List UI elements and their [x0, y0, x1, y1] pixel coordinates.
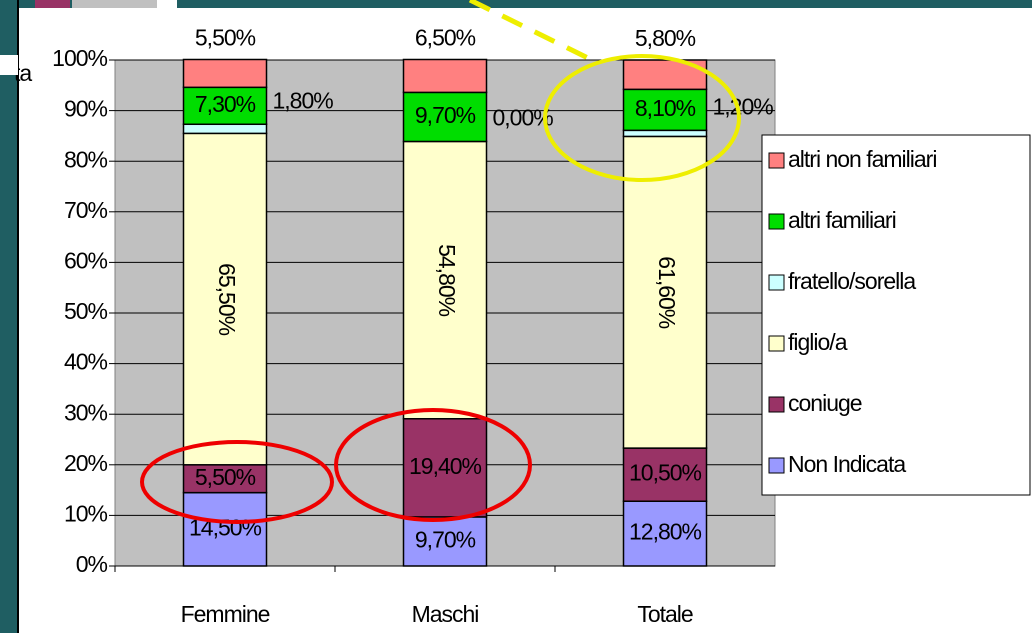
y-tick-label: 90%: [64, 96, 108, 122]
data-label: 5,50%: [195, 25, 256, 51]
bar-segment: [182, 491, 268, 567]
data-label: 1,20%: [713, 93, 774, 119]
x-tick-label: Totale: [637, 601, 693, 627]
y-tick-label: 70%: [64, 197, 108, 223]
y-tick-label: 40%: [64, 349, 108, 375]
legend-label: altri familiari: [788, 207, 896, 233]
legend-swatch: [768, 396, 785, 413]
annotation: ta: [14, 60, 32, 86]
bar-segment: [182, 58, 268, 89]
data-label: 19,40%: [409, 453, 482, 479]
legend-label: fratello/sorella: [788, 268, 916, 294]
highlight-ellipse: [334, 408, 532, 522]
bar-segment: [182, 464, 268, 494]
data-label: 7,30%: [195, 91, 256, 117]
legend-swatch: [768, 213, 785, 230]
y-tick-label: 30%: [64, 399, 108, 425]
y-tick-label: 100%: [52, 45, 107, 71]
highlight-ellipse: [543, 54, 741, 182]
data-label: 9,70%: [415, 527, 476, 553]
legend-label: altri non familiari: [788, 146, 936, 172]
bar-segment: [402, 516, 488, 567]
bar-segment: [622, 88, 708, 132]
data-label: 5,80%: [635, 25, 696, 51]
label-backing: [0, 55, 18, 75]
y-tick-label: 60%: [64, 247, 108, 273]
legend-swatch: [768, 274, 785, 291]
y-tick-label: 0%: [76, 551, 108, 577]
data-label: 6,50%: [415, 25, 476, 51]
bar-segment: [622, 129, 708, 138]
legend-swatch: [768, 152, 785, 169]
data-label: 1,80%: [273, 87, 334, 113]
legend-label: Non Indicata: [788, 451, 906, 477]
data-label: 10,50%: [629, 460, 702, 486]
bar-segment: [182, 86, 268, 126]
y-tick-label: 20%: [64, 450, 108, 476]
bar-segment: [622, 447, 708, 502]
legend-label: coniuge: [788, 390, 862, 416]
tab: [72, 0, 157, 8]
highlight-ellipse: [140, 440, 334, 524]
bar-segment: [402, 91, 488, 143]
data-label: 65,50%: [214, 263, 240, 336]
data-label: 12,80%: [629, 519, 702, 545]
top-edge: [0, 0, 1032, 8]
pointer-line: [468, 0, 594, 63]
data-label: 61,60%: [654, 256, 680, 329]
tab: [157, 0, 177, 8]
data-label: 54,80%: [434, 244, 460, 317]
bar-segment: [402, 418, 488, 518]
y-tick-label: 50%: [64, 298, 108, 324]
legend-swatch: [768, 457, 785, 474]
bar-segment: [622, 500, 708, 567]
legend-swatch: [768, 335, 785, 352]
left-edge: [0, 0, 18, 633]
bar-segment: [402, 58, 488, 94]
bar-segment: [622, 135, 708, 449]
legend-label: figlio/a: [788, 329, 848, 355]
x-tick-label: Femmine: [181, 601, 270, 627]
bar-segment: [182, 132, 268, 466]
legend-box: [761, 134, 1031, 496]
data-label: 8,10%: [635, 95, 696, 121]
y-tick-label: 10%: [64, 500, 108, 526]
data-label: 5,50%: [195, 464, 256, 490]
x-tick-label: Maschi: [412, 601, 479, 627]
data-label: 9,70%: [415, 102, 476, 128]
y-tick-label: 80%: [64, 146, 108, 172]
tab: [35, 0, 70, 8]
bar-segment: [182, 123, 268, 135]
